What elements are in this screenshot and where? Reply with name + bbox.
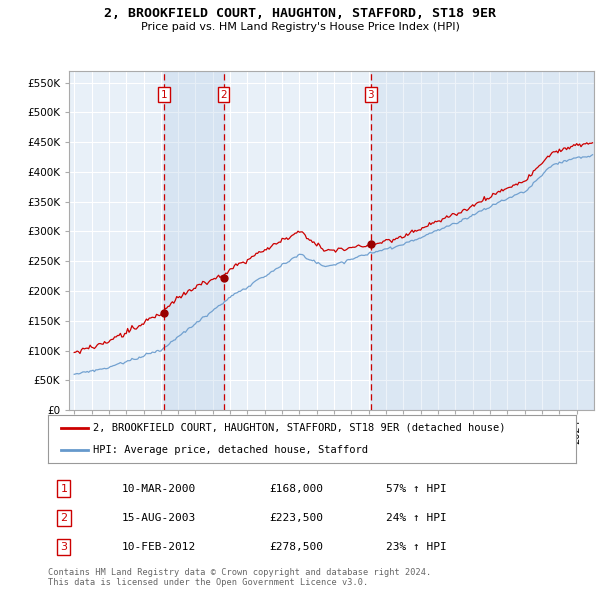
Text: Contains HM Land Registry data © Crown copyright and database right 2024.
This d: Contains HM Land Registry data © Crown c… <box>48 568 431 587</box>
Text: 2: 2 <box>220 90 227 100</box>
Text: £278,500: £278,500 <box>270 542 324 552</box>
Text: Price paid vs. HM Land Registry's House Price Index (HPI): Price paid vs. HM Land Registry's House … <box>140 22 460 32</box>
Text: 15-AUG-2003: 15-AUG-2003 <box>122 513 196 523</box>
Text: 10-MAR-2000: 10-MAR-2000 <box>122 484 196 493</box>
Bar <box>164 71 224 410</box>
Text: 1: 1 <box>61 484 67 493</box>
Text: 2, BROOKFIELD COURT, HAUGHTON, STAFFORD, ST18 9ER: 2, BROOKFIELD COURT, HAUGHTON, STAFFORD,… <box>104 7 496 20</box>
Text: 3: 3 <box>367 90 374 100</box>
Text: 23% ↑ HPI: 23% ↑ HPI <box>386 542 446 552</box>
Text: 2, BROOKFIELD COURT, HAUGHTON, STAFFORD, ST18 9ER (detached house): 2, BROOKFIELD COURT, HAUGHTON, STAFFORD,… <box>93 423 505 433</box>
Text: 1: 1 <box>161 90 167 100</box>
Bar <box>371 71 594 410</box>
Text: £168,000: £168,000 <box>270 484 324 493</box>
Text: 10-FEB-2012: 10-FEB-2012 <box>122 542 196 552</box>
Text: 57% ↑ HPI: 57% ↑ HPI <box>386 484 446 493</box>
Text: £223,500: £223,500 <box>270 513 324 523</box>
Text: 3: 3 <box>61 542 67 552</box>
Text: 24% ↑ HPI: 24% ↑ HPI <box>386 513 446 523</box>
Text: 2: 2 <box>60 513 67 523</box>
Text: HPI: Average price, detached house, Stafford: HPI: Average price, detached house, Staf… <box>93 445 368 455</box>
